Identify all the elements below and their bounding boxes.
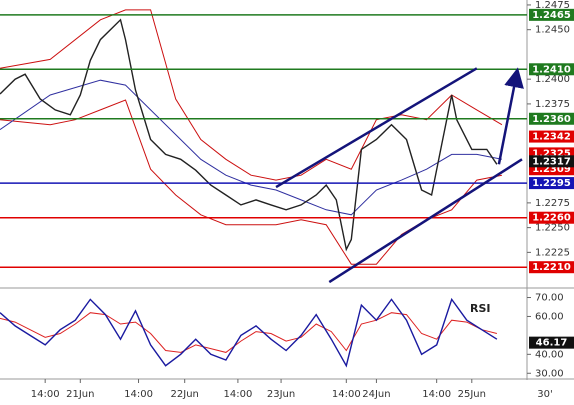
price-label-box	[529, 155, 574, 168]
plot-area	[0, 297, 498, 368]
level-label: 1.2410	[532, 64, 571, 75]
channel-line	[328, 158, 523, 284]
y-tick-label: 70.00	[535, 293, 564, 304]
x-tick-label: 25Jun	[458, 389, 486, 400]
y-tick-label: 1.2250	[535, 223, 570, 234]
level-label-box	[529, 63, 574, 76]
panel-title: RSI	[470, 302, 491, 315]
y-tick-label: 1.2375	[535, 99, 570, 110]
series-line	[0, 297, 498, 368]
level-label-box	[529, 211, 574, 224]
x-tick-label: 24Jun	[362, 389, 390, 400]
x-tick-label: 23Jun	[267, 389, 295, 400]
level-label-box	[529, 261, 574, 274]
y-tick-label: 1.2225	[535, 247, 570, 258]
level-label: 1.2260	[532, 213, 571, 224]
level-label: 1.2210	[532, 262, 571, 273]
price-label: 46.17	[536, 338, 568, 349]
price-label: 1.2317	[532, 156, 571, 167]
y-tick-label: 60.00	[535, 311, 564, 322]
x-tick-label: 22Jun	[171, 389, 199, 400]
y-tick-label: 1.2275	[535, 198, 570, 209]
timeframe-label: 30'	[537, 389, 552, 400]
price-label-box	[529, 336, 574, 349]
level-label: 1.2295	[532, 178, 571, 189]
y-tick-label: 1.2400	[535, 74, 570, 85]
x-tick-label: 21Jun	[66, 389, 94, 400]
channel-line	[275, 67, 478, 189]
level-label: 1.2465	[532, 10, 571, 21]
x-tick-label: 14:00	[31, 389, 60, 400]
y-tick-label: 1.2475	[535, 0, 570, 11]
trend-arrow	[497, 67, 524, 165]
level-label-box	[529, 112, 574, 125]
price-label: 1.2325	[532, 148, 571, 159]
y-tick-label: 1.2450	[535, 25, 570, 36]
plot-area	[0, 9, 503, 265]
level-label-box	[529, 8, 574, 21]
series-line	[0, 312, 498, 353]
y-tick-label: 30.00	[535, 368, 564, 379]
x-tick-label: 14:00	[332, 389, 361, 400]
x-tick-label: 14:00	[223, 389, 252, 400]
level-label-box	[529, 177, 574, 190]
x-tick-label: 14:00	[124, 389, 153, 400]
price-label-box	[529, 130, 574, 143]
level-label: 1.2360	[532, 114, 571, 125]
series-line	[0, 18, 498, 252]
price-label: 1.2309	[532, 164, 571, 175]
series-line	[0, 9, 503, 181]
y-tick-label: 40.00	[535, 349, 564, 360]
x-tick-label: 14:00	[422, 389, 451, 400]
price-label: 1.2342	[532, 132, 571, 143]
series-line	[0, 79, 502, 216]
